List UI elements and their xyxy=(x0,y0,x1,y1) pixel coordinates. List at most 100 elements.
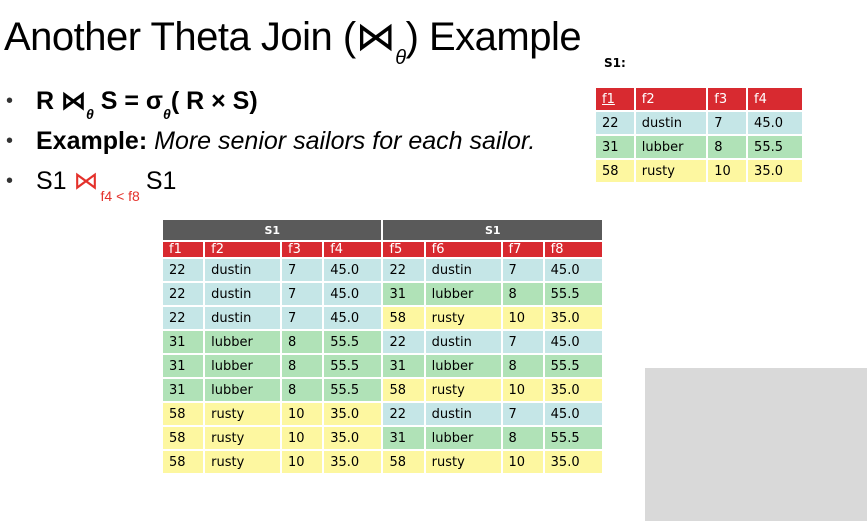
cell: 55.5 xyxy=(322,377,384,403)
table-row: 22 dustin 7 45.0 xyxy=(594,110,804,136)
cell: 7 xyxy=(280,281,325,307)
cell: 35.0 xyxy=(322,425,384,451)
cell: 10 xyxy=(280,401,325,427)
cell: 35.0 xyxy=(542,377,605,403)
cell: rusty xyxy=(633,158,709,184)
bullet-dot-icon: • xyxy=(6,130,14,152)
bullet-dot-icon: • xyxy=(6,170,14,192)
cell: 10 xyxy=(500,305,545,331)
cell: 31 xyxy=(160,377,206,403)
cell: dustin xyxy=(423,329,503,355)
cell: 22 xyxy=(381,329,426,355)
cell: 8 xyxy=(280,377,325,403)
cell: 45.0 xyxy=(542,401,605,427)
column-header: f5 xyxy=(381,240,426,259)
table-row: 58 rusty 10 35.0 58 rusty 10 35.0 xyxy=(160,449,605,475)
cell: 31 xyxy=(381,281,426,307)
cell: lubber xyxy=(423,353,503,379)
column-header: f2 xyxy=(203,240,283,259)
column-header: f4 xyxy=(322,240,384,259)
s1-caption: S1: xyxy=(604,56,626,70)
definition-theta: θ xyxy=(86,106,94,122)
title-prefix: Another Theta Join (⋈ xyxy=(4,15,396,59)
cell: 10 xyxy=(706,158,749,184)
cell: 55.5 xyxy=(542,353,605,379)
cell: rusty xyxy=(423,377,503,403)
table-row: 31 lubber 8 55.5 xyxy=(594,134,804,160)
title-theta: θ xyxy=(395,47,406,69)
cell: lubber xyxy=(423,281,503,307)
cell: 22 xyxy=(160,305,206,331)
join-left: S1 xyxy=(36,167,74,195)
table-row: 22 dustin 7 45.0 31 lubber 8 55.5 xyxy=(160,281,605,307)
cell: 31 xyxy=(594,134,636,160)
join-condition: f4 < f8 xyxy=(100,188,140,204)
cell: 8 xyxy=(280,329,325,355)
cell: 22 xyxy=(381,401,426,427)
cell: dustin xyxy=(423,257,503,283)
bowtie-icon: ⋈ xyxy=(73,167,99,195)
group-header-left: S1 xyxy=(160,218,384,242)
cell: 58 xyxy=(160,401,206,427)
cell: 8 xyxy=(500,281,545,307)
cell: 58 xyxy=(381,305,426,331)
cell: 55.5 xyxy=(322,329,384,355)
column-header: f3 xyxy=(280,240,325,259)
group-header-right: S1 xyxy=(381,218,604,242)
bullet-definition-text: R ⋈θ S = σθ( R × S) xyxy=(36,86,258,122)
cell: dustin xyxy=(423,401,503,427)
cell: 7 xyxy=(280,257,325,283)
column-header-row: f1 f2 f3 f4 f5 f6 f7 f8 xyxy=(160,240,605,259)
cell: 35.0 xyxy=(322,449,384,475)
cell: lubber xyxy=(203,377,283,403)
s1-header-f4: f4 xyxy=(746,86,804,112)
cell: 8 xyxy=(500,353,545,379)
cell: lubber xyxy=(203,353,283,379)
cell: rusty xyxy=(203,401,283,427)
cell: dustin xyxy=(203,281,283,307)
column-header: f7 xyxy=(500,240,545,259)
definition-tail: ( R × S) xyxy=(170,87,258,115)
cell: 35.0 xyxy=(542,305,605,331)
s1-header-f3: f3 xyxy=(706,86,749,112)
cell: 10 xyxy=(280,449,325,475)
cell: 10 xyxy=(280,425,325,451)
example-text: More senior sailors for each sailor. xyxy=(154,127,536,155)
cell: 31 xyxy=(381,353,426,379)
cell: rusty xyxy=(203,425,283,451)
cell: 31 xyxy=(160,329,206,355)
column-header: f6 xyxy=(423,240,503,259)
cell: dustin xyxy=(203,305,283,331)
cross-product-table: S1 S1 f1 f2 f3 f4 f5 f6 f7 f8 22 dustin 7 4… xyxy=(160,218,605,475)
definition-mid: S = σ xyxy=(93,87,164,115)
cell: 58 xyxy=(594,158,636,184)
cell: rusty xyxy=(423,449,503,475)
table-row: 31 lubber 8 55.5 22 dustin 7 45.0 xyxy=(160,329,605,355)
cell: 58 xyxy=(160,449,206,475)
bullet-join-text: S1 ⋈f4 < f8 S1 xyxy=(36,166,176,204)
cell: 22 xyxy=(160,257,206,283)
cell: 7 xyxy=(706,110,749,136)
cell: 31 xyxy=(160,353,206,379)
cell: 35.0 xyxy=(746,158,804,184)
table-row: 31 lubber 8 55.5 31 lubber 8 55.5 xyxy=(160,353,605,379)
cell: 7 xyxy=(500,401,545,427)
cell: 35.0 xyxy=(322,401,384,427)
title-suffix: ) Example xyxy=(405,15,582,59)
cell: 22 xyxy=(381,257,426,283)
cell: dustin xyxy=(633,110,709,136)
cell: 45.0 xyxy=(322,257,384,283)
cell: 58 xyxy=(160,425,206,451)
cell: 58 xyxy=(381,449,426,475)
column-header: f8 xyxy=(542,240,605,259)
cross-product-body: 22 dustin 7 45.0 22 dustin 7 45.0 22 dustin 7 45.0 3… xyxy=(160,257,605,475)
cell: 55.5 xyxy=(542,281,605,307)
cell: 10 xyxy=(500,377,545,403)
cell: lubber xyxy=(633,134,709,160)
cell: 8 xyxy=(280,353,325,379)
cell: 45.0 xyxy=(542,329,605,355)
cell: 45.0 xyxy=(322,281,384,307)
cell: 31 xyxy=(381,425,426,451)
cell: 45.0 xyxy=(746,110,804,136)
gray-placeholder-panel xyxy=(645,368,867,521)
